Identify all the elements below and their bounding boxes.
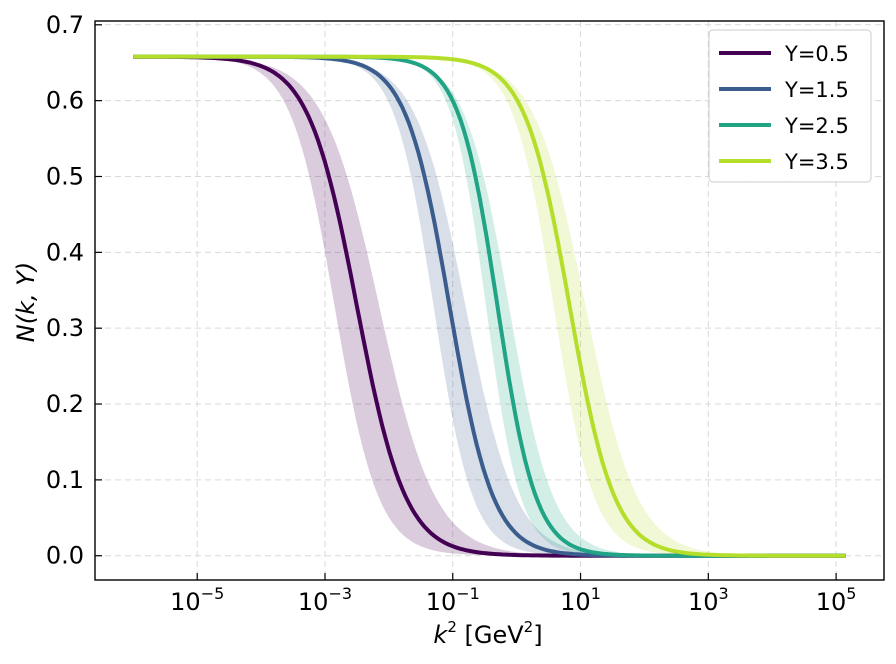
x-tick-label: 10−5 [170, 584, 224, 616]
series-lines [133, 54, 846, 558]
legend-label: Y=0.5 [784, 42, 849, 66]
y-axis-label: N(k, Y) [12, 262, 40, 343]
uncertainty-bands [133, 56, 846, 556]
y-tick-label: 0.3 [46, 314, 84, 342]
x-axis-label: k2 [GeV2] [433, 618, 542, 649]
axis-ticks: 10−5 10−3 10−1 101 103 105 0.0 0.1 0.2 0.3 0.4 0.5 0… [46, 11, 857, 616]
line-y-3-5 [133, 54, 846, 558]
x-tick-label: 103 [688, 584, 729, 616]
y-tick-label: 0.1 [46, 466, 84, 494]
x-tick-label: 10−3 [298, 584, 352, 616]
band-y-1-5 [133, 56, 846, 556]
x-tick-label: 10−1 [426, 584, 480, 616]
plot-frame [94, 20, 885, 581]
legend-label: Y=2.5 [784, 114, 849, 138]
y-tick-label: 0.2 [46, 390, 84, 418]
y-tick-label: 0.0 [46, 542, 84, 570]
x-tick-label: 105 [816, 584, 857, 616]
x-tick-label: 101 [560, 584, 601, 616]
legend: Y=0.5 Y=1.5 Y=2.5 Y=3.5 [708, 29, 872, 183]
band-y-2-5 [133, 56, 846, 556]
legend-box [708, 29, 872, 183]
y-tick-label: 0.7 [46, 11, 84, 39]
y-tick-label: 0.6 [46, 87, 84, 115]
band-y-0-5 [133, 56, 846, 556]
y-tick-label: 0.5 [46, 162, 84, 190]
y-tick-label: 0.4 [46, 238, 84, 266]
grid [95, 21, 884, 580]
legend-label: Y=1.5 [784, 78, 849, 102]
legend-label: Y=3.5 [784, 150, 849, 174]
